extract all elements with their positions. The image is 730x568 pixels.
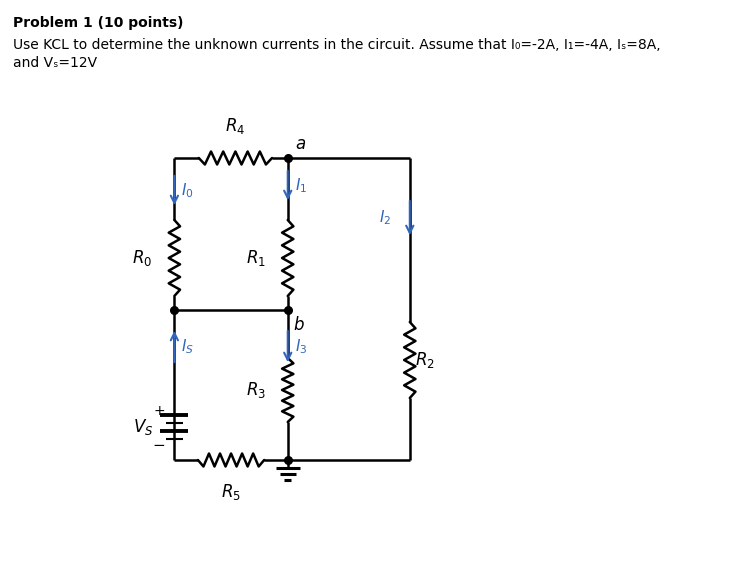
Text: $I_3$: $I_3$ xyxy=(295,337,307,356)
Text: $b$: $b$ xyxy=(293,316,304,334)
Text: $R_3$: $R_3$ xyxy=(246,380,266,400)
Text: $V_S$: $V_S$ xyxy=(133,417,153,437)
Text: $R_4$: $R_4$ xyxy=(226,116,245,136)
Text: $+$: $+$ xyxy=(153,404,165,418)
Text: $R_2$: $R_2$ xyxy=(415,350,435,370)
Text: $I_S$: $I_S$ xyxy=(181,337,194,356)
Text: $R_5$: $R_5$ xyxy=(221,482,241,502)
Text: Problem 1 (10 points): Problem 1 (10 points) xyxy=(13,16,183,30)
Text: $-$: $-$ xyxy=(152,436,165,450)
Text: $a$: $a$ xyxy=(295,135,306,153)
Text: Use KCL to determine the unknown currents in the circuit. Assume that I₀=-2A, I₁: Use KCL to determine the unknown current… xyxy=(13,38,661,52)
Text: $I_2$: $I_2$ xyxy=(380,208,391,227)
Text: $I_0$: $I_0$ xyxy=(181,181,194,200)
Text: $R_0$: $R_0$ xyxy=(132,248,153,268)
Text: $R_1$: $R_1$ xyxy=(246,248,266,268)
Text: and Vₛ=12V: and Vₛ=12V xyxy=(13,56,97,70)
Text: $I_1$: $I_1$ xyxy=(295,176,307,195)
